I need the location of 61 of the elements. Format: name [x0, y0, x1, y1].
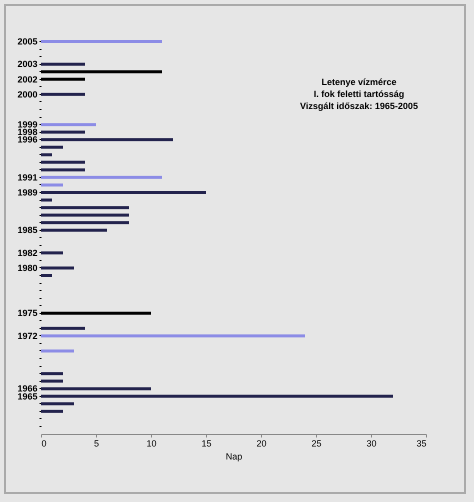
- x-tick-label: 5: [94, 438, 100, 448]
- bar: [41, 160, 85, 164]
- bar: [41, 372, 63, 376]
- bar: [41, 183, 63, 186]
- text: Letenye vízmérce: [321, 77, 397, 87]
- bar: [41, 326, 85, 330]
- y-tick-label: 1966: [17, 384, 38, 394]
- y-tick-label: 1985: [17, 225, 38, 236]
- bar: [41, 387, 151, 390]
- bar: [41, 198, 52, 202]
- y-tick-label: 2003: [17, 59, 38, 70]
- x-tick-label: 35: [416, 438, 426, 448]
- bar: [41, 92, 85, 96]
- bar: [41, 168, 85, 172]
- x-tick-label: 25: [311, 438, 322, 448]
- y-tick-label: 1989: [17, 187, 38, 198]
- bar: [41, 146, 63, 149]
- x-tick-label: 0: [42, 438, 47, 448]
- y-tick-label: 2000: [17, 89, 38, 100]
- bar: [41, 190, 206, 194]
- y-tick-label: 1999: [17, 120, 38, 130]
- bar: [41, 70, 162, 74]
- bar: [41, 394, 393, 398]
- bar: [41, 266, 74, 270]
- y-tick-label: 1972: [17, 330, 38, 341]
- bar: [41, 410, 63, 413]
- x-tick-label: 15: [201, 438, 212, 448]
- bar: [41, 214, 129, 217]
- bar: [41, 349, 74, 352]
- bar: [41, 176, 162, 179]
- text: I. fok feletti tartósság: [314, 89, 404, 99]
- x-tick-label: 30: [366, 438, 377, 448]
- bar: [41, 206, 129, 210]
- bar: [41, 138, 173, 142]
- bar: [41, 40, 162, 44]
- y-tick-label: 1965: [17, 391, 38, 402]
- y-tick-label: 1975: [17, 308, 38, 318]
- bar: [41, 380, 63, 383]
- y-tick-label: 1998: [17, 127, 38, 138]
- bar: [41, 130, 85, 134]
- y-tick-label: 1982: [17, 248, 38, 258]
- bar: [41, 228, 107, 232]
- bar: [41, 312, 151, 315]
- bar: [41, 78, 85, 81]
- bar: [41, 221, 129, 224]
- y-tick-label: 1996: [17, 134, 38, 145]
- y-tick-label: 2002: [17, 74, 38, 84]
- y-tick-label: 2005: [17, 36, 38, 47]
- annotation: Vizsgált időszak: 1965-2005: [300, 101, 418, 111]
- y-tick-label: 1991: [17, 172, 38, 182]
- x-tick-label: 20: [256, 438, 267, 448]
- x-axis-title: Nap: [226, 452, 242, 462]
- bar: [41, 251, 63, 254]
- bar: [41, 274, 52, 278]
- bar: [41, 402, 74, 406]
- y-tick-label: 1980: [17, 262, 38, 273]
- bar: [41, 62, 85, 66]
- bar: [41, 334, 305, 338]
- x-tick-label: 10: [146, 438, 157, 448]
- bar: [41, 123, 96, 126]
- bar: [41, 153, 52, 156]
